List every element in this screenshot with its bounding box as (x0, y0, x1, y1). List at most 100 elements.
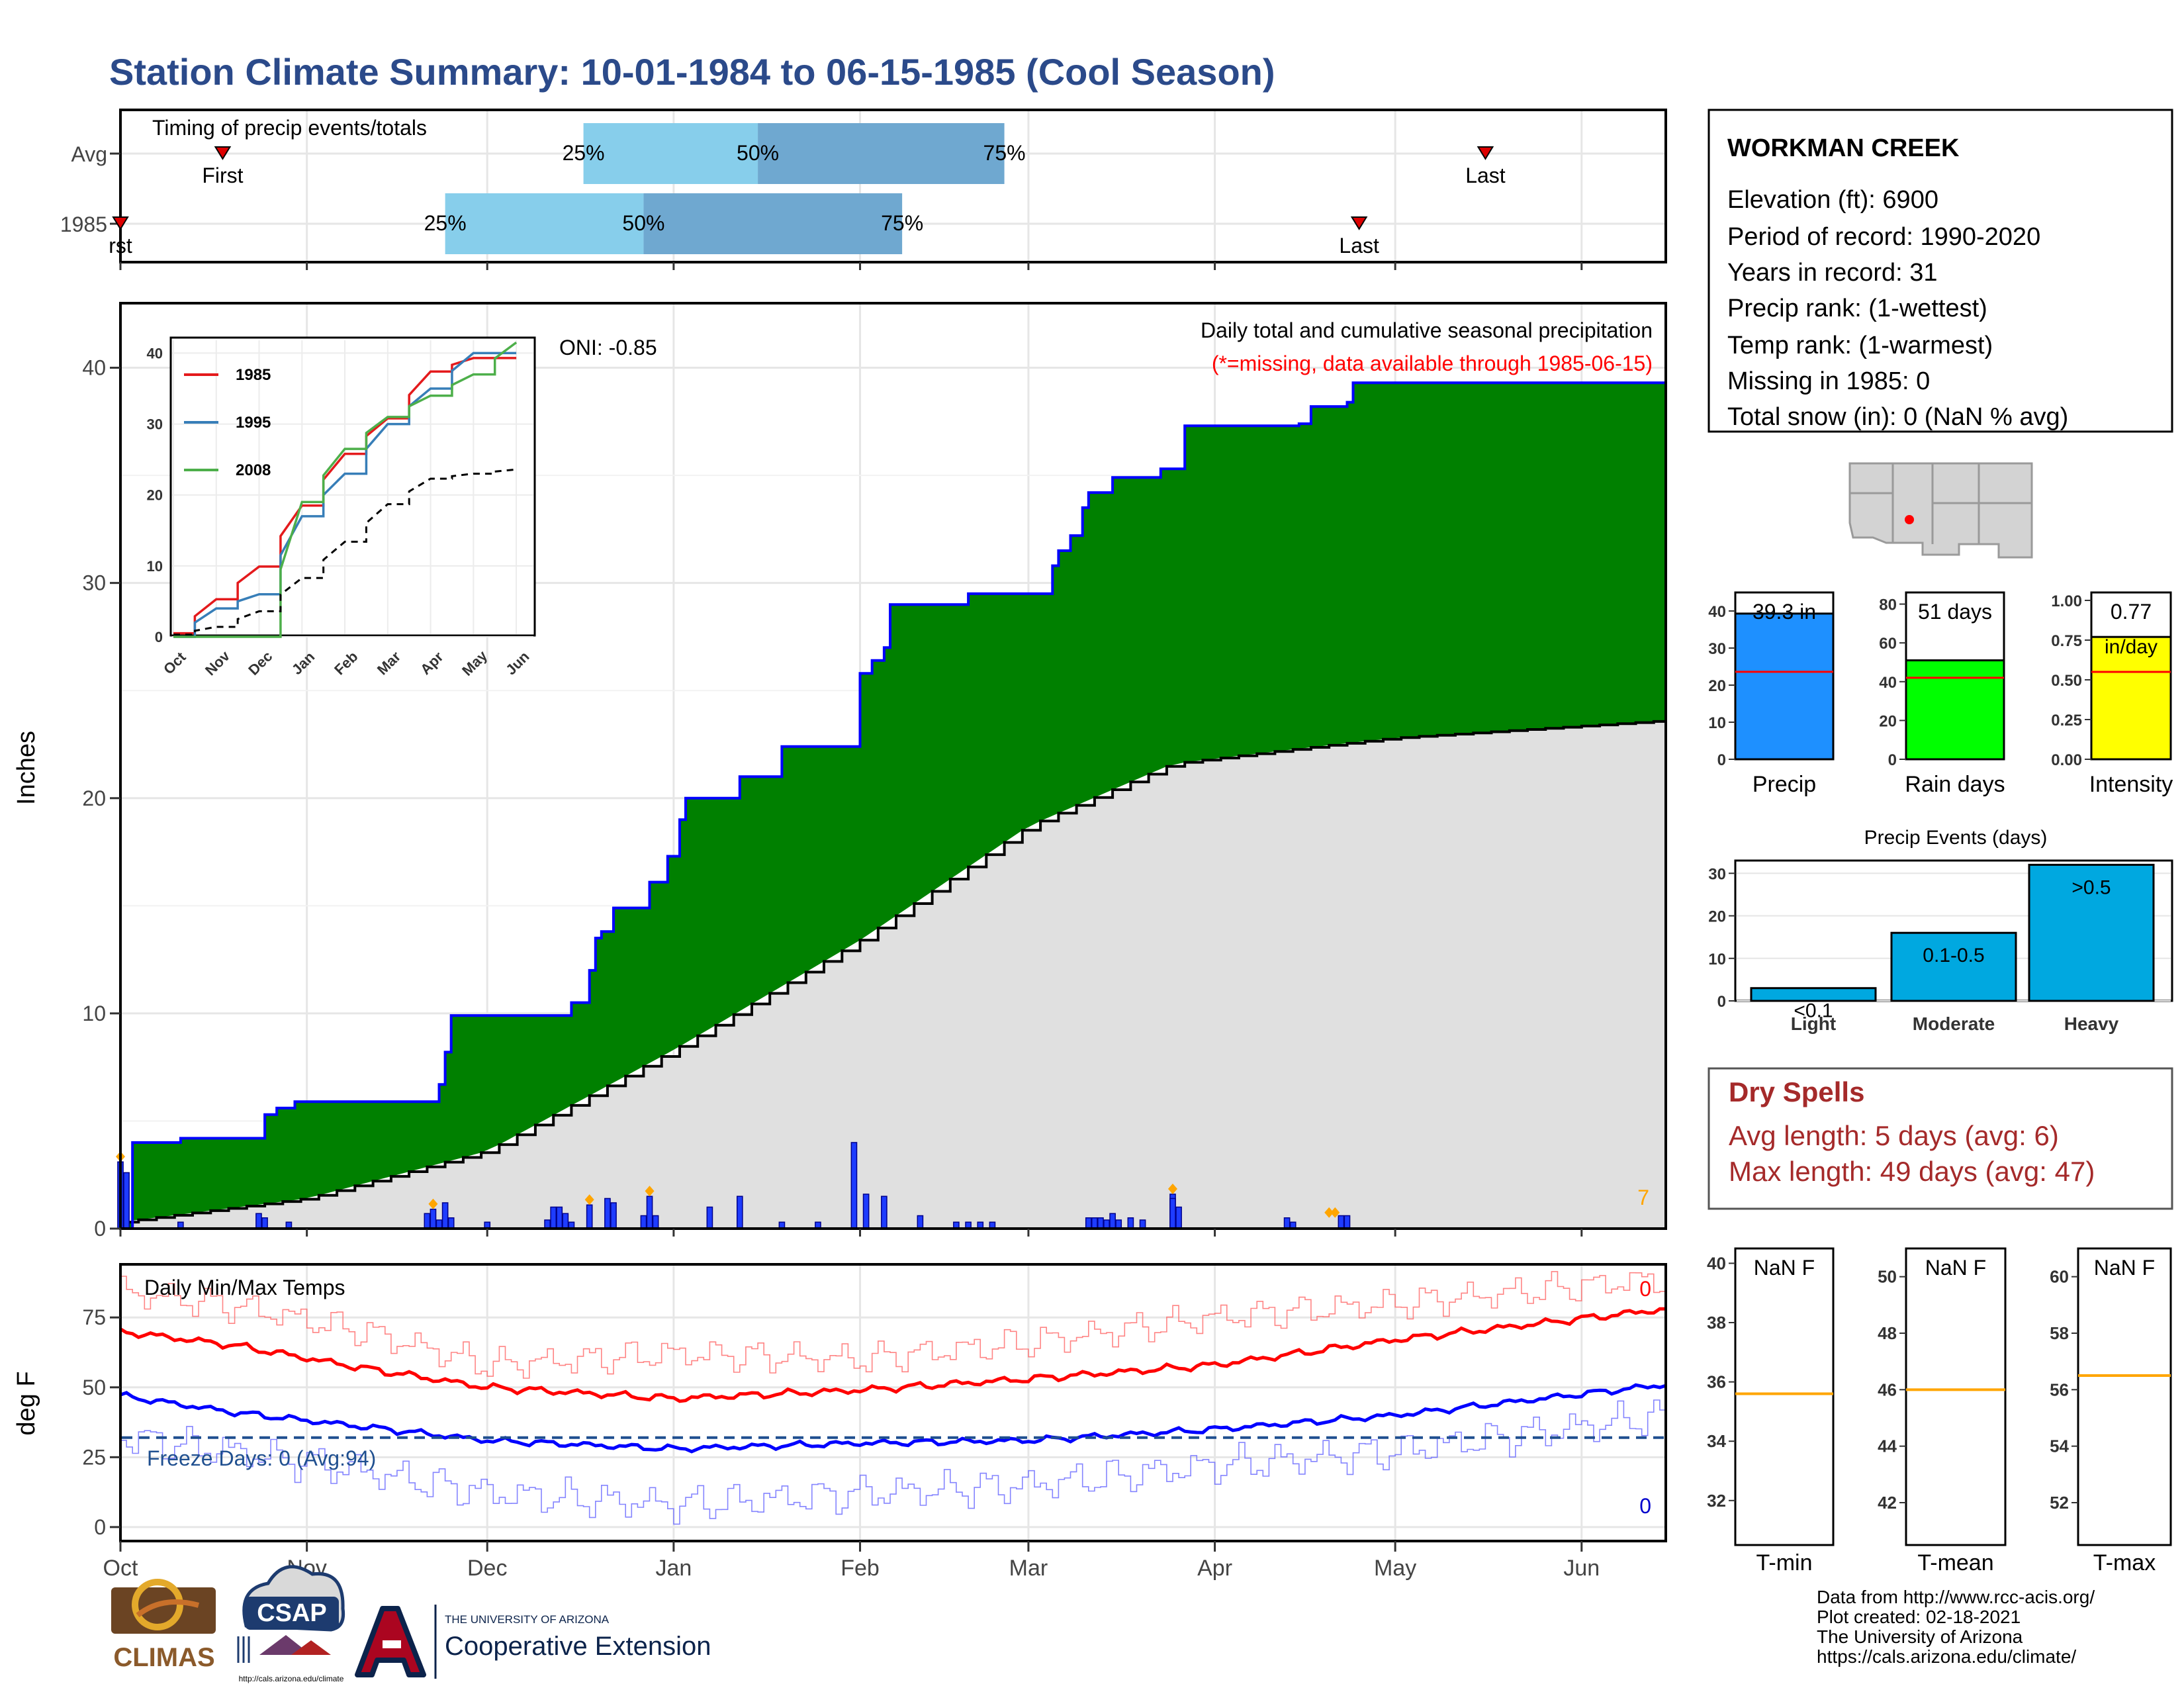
temp-box-frame (2077, 1247, 2172, 1546)
climas-text: CLIMAS (113, 1643, 214, 1672)
mini-bar-tick-label: 20 (1708, 677, 1726, 695)
inset-legend-label: 1985 (236, 366, 271, 384)
events-category-label: Heavy (2064, 1013, 2119, 1034)
missing-note: (*=missing, data available through 1985-… (1212, 352, 1653, 375)
dry-spells-box: Dry Spells Avg length: 5 days (avg: 6) M… (1707, 1067, 2173, 1210)
mini-bar-label: Intensity (2089, 772, 2173, 797)
daily-precip-bar (604, 1197, 611, 1229)
timing-percent-label: 75% (881, 211, 923, 235)
timing-percent-label: 25% (563, 141, 605, 165)
events-category-label: Moderate (1913, 1013, 1995, 1034)
precip-ytick-label: 10 (82, 1002, 106, 1025)
mini-bar-tick-label: 40 (1708, 603, 1726, 621)
oni-label: ONI: -0.85 (559, 336, 657, 359)
daily-precip-bar (881, 1196, 887, 1229)
mini-bar-tick-label: 80 (1879, 596, 1897, 614)
daily-precip-bar (441, 1202, 449, 1229)
mini-bar-value: 0.77 (2111, 600, 2152, 624)
timing-percent-label: 50% (622, 211, 664, 235)
timing-bar-25-50 (583, 123, 758, 184)
temp-box-value: NaN F (1754, 1256, 1815, 1280)
temp-box-tick-label: 54 (2050, 1436, 2069, 1456)
station-years: Years in record: 31 (1727, 259, 1938, 287)
timing-marker (1350, 216, 1368, 230)
station-temp-rank: Temp rank: (1-warmest) (1727, 332, 1993, 359)
state-outlines (1848, 462, 2033, 559)
daily-precip-bar (447, 1217, 455, 1229)
daily-precip-bar (430, 1208, 437, 1229)
ua-logo: THE UNIVERSITY OF ARIZONA Cooperative Ex… (355, 1605, 711, 1679)
daily-precip-bar (652, 1215, 659, 1229)
temp-ytick-label: 50 (82, 1376, 106, 1399)
mini-bar-label: Rain days (1905, 772, 2005, 797)
month-label: Jan (655, 1556, 692, 1581)
daily-precip-bar (123, 1172, 130, 1229)
average-cumulative-area (120, 720, 1666, 1229)
mini-bar-rain-days (1905, 659, 2005, 761)
heavy-event-marker (645, 1186, 655, 1197)
events-bar-light (1750, 987, 1877, 1002)
station-info-box: WORKMAN CREEK Elevation (ft): 6900 Perio… (1707, 109, 2173, 433)
mini-bar-tick-label: 1.00 (2051, 592, 2082, 610)
timing-bar-50-75 (643, 193, 903, 254)
daily-precip-bar (562, 1213, 569, 1229)
temp-box-tick-label: 52 (2050, 1493, 2069, 1513)
events-tick-label: 0 (1717, 993, 1726, 1011)
timing-marker-label: Last (1339, 234, 1379, 258)
temp-box-tick-label: 46 (1878, 1380, 1897, 1399)
temp-box-value: NaN F (1925, 1256, 1986, 1280)
daily-precip-bar (1169, 1197, 1176, 1229)
temp-box-value: NaN F (2094, 1256, 2155, 1280)
heavy-event-marker (584, 1194, 594, 1205)
mini-bar-tick-label: 0.75 (2051, 632, 2082, 650)
timing-row-label-avg: Avg (71, 142, 107, 166)
events-tick-label: 20 (1708, 908, 1726, 926)
events-tick-label: 10 (1708, 951, 1726, 968)
events-category-label: Light (1791, 1013, 1836, 1034)
month-label: Dec (467, 1556, 507, 1581)
mini-bar-tick-label: 0 (1888, 751, 1897, 769)
month-label: Oct (103, 1556, 138, 1581)
daily-precip-bar (1343, 1215, 1351, 1229)
month-label: Mar (1009, 1556, 1048, 1581)
daily-precip-bar (1175, 1206, 1182, 1229)
station-name: WORKMAN CREEK (1727, 134, 1960, 162)
timing-marker (214, 146, 232, 160)
month-label: Jun (1563, 1556, 1600, 1581)
inset-series-line-2008 (173, 341, 518, 638)
timing-marker-label: Last (1465, 164, 1506, 187)
mini-bar-tick-label: 30 (1708, 640, 1726, 658)
heavy-event-marker (1167, 1183, 1177, 1194)
mini-bar-value: 51 days (1918, 600, 1992, 624)
daily-precip-bar (1109, 1213, 1116, 1229)
daily-precip-bar (424, 1213, 431, 1229)
cumulative-1985-line (120, 381, 1666, 1230)
mini-bar-tick-label: 0.00 (2051, 751, 2082, 769)
precip-ytick-label: 0 (94, 1217, 106, 1241)
credit-line-1: Data from http://www.rcc-acis.org/ (1817, 1587, 2095, 1607)
temp-title: Daily Min/Max Temps (144, 1276, 345, 1299)
inset-ytick-label: 40 (147, 345, 163, 361)
station-precip-rank: Precip rank: (1-wettest) (1727, 295, 1987, 322)
heavy-event-marker (428, 1198, 438, 1209)
daily-precip-bar (1283, 1217, 1291, 1229)
daily-precip-bar (1127, 1217, 1134, 1229)
temp-box-label: T-min (1756, 1550, 1813, 1575)
timing-marker (112, 216, 129, 230)
daily-precip-bar (646, 1196, 653, 1229)
surplus-area (120, 383, 1666, 1229)
mini-bar-tick-label: 0.25 (2051, 712, 2082, 729)
inset-ytick-label: 10 (147, 558, 163, 575)
temp-box-tick-label: 34 (1707, 1431, 1726, 1451)
timing-marker-label: rst (109, 234, 132, 258)
mini-bar-intensity (2090, 635, 2172, 761)
timing-bar-50-75 (758, 123, 1005, 184)
temp-ytick-label: 25 (82, 1445, 106, 1469)
ua-small-text: THE UNIVERSITY OF ARIZONA (445, 1613, 610, 1626)
mini-bar-value: 39.3 in (1752, 600, 1816, 624)
credit-line-4: https://cals.arizona.edu/climate/ (1817, 1646, 2076, 1667)
dry-spells-max: Max length: 49 days (avg: 47) (1729, 1156, 2095, 1187)
temp-ytick-label: 0 (94, 1515, 106, 1539)
